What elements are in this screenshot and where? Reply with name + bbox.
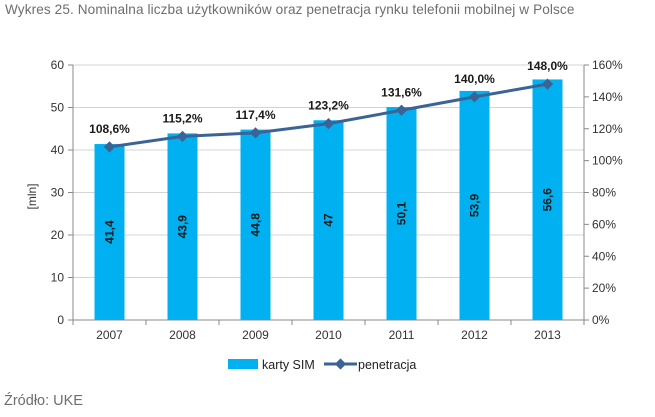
bar (240, 129, 271, 320)
bar (167, 133, 198, 320)
right-tick-label: 120% (592, 122, 623, 136)
x-tick-label: 2012 (461, 328, 488, 342)
x-tick-label: 2007 (96, 328, 123, 342)
bar (386, 107, 417, 320)
left-tick-label: 60 (51, 58, 65, 72)
x-tick-label: 2011 (389, 328, 415, 342)
penetration-value-label: 131,6% (381, 85, 422, 99)
bar-value-label: 41,4 (103, 220, 117, 244)
left-tick-label: 50 (51, 101, 65, 115)
left-tick-label: 30 (51, 186, 65, 200)
x-tick-label: 2013 (534, 328, 561, 342)
penetration-value-label: 117,4% (235, 108, 275, 122)
penetration-value-label: 115,2% (162, 111, 202, 125)
right-tick-label: 80% (592, 186, 616, 200)
axes: 0 10 20 30 40 50 60 0% 20% 40% 60% 80% 100% 120% 140% 1… (25, 58, 623, 342)
source-note: Źródło: UKE (4, 393, 83, 409)
left-tick-label: 10 (51, 271, 65, 285)
legend-line-label: penetracja (358, 358, 416, 372)
legend-bar-label: karty SIM (262, 358, 315, 372)
penetration-value-label: 108,6% (89, 122, 130, 136)
left-tick-label: 0 (57, 313, 64, 327)
legend: karty SIM penetracja (228, 358, 416, 372)
bars (94, 79, 563, 320)
bar (532, 79, 563, 320)
bar-value-label: 50,1 (395, 202, 409, 226)
right-tick-label: 20% (592, 281, 616, 295)
bar-value-label: 44,8 (249, 213, 263, 237)
bar-value-label: 53,9 (468, 193, 482, 217)
x-tick-label: 2008 (169, 328, 196, 342)
right-tick-label: 140% (592, 90, 623, 104)
chart-title: Wykres 25. Nominalna liczba użytkowników… (5, 2, 575, 17)
bar (313, 120, 344, 320)
right-tick-label: 160% (592, 58, 623, 72)
bar (459, 90, 490, 320)
bar (94, 144, 125, 320)
x-tick-label: 2010 (315, 328, 342, 342)
penetration-value-label: 148,0% (527, 59, 568, 73)
bar-value-label: 56,6 (541, 188, 555, 212)
right-tick-label: 100% (592, 154, 623, 168)
data-labels: 41,4 43,9 44,8 47 50,1 53,9 56,6 108,6% 115,2% 11… (89, 59, 568, 244)
penetration-value-label: 123,2% (308, 99, 349, 113)
right-tick-label: 60% (592, 217, 616, 231)
bar-value-label: 43,9 (176, 215, 190, 239)
penetration-marker (249, 127, 262, 139)
right-tick-label: 0% (592, 313, 610, 327)
right-tick-label: 40% (592, 249, 616, 263)
left-tick-label: 20 (51, 228, 65, 242)
legend-bar-swatch (228, 359, 258, 369)
penetration-marker (176, 130, 189, 143)
x-tick-label: 2009 (242, 328, 269, 342)
left-tick-label: 40 (51, 143, 65, 157)
left-axis-title: [mln] (25, 183, 39, 209)
penetration-value-label: 140,0% (454, 72, 495, 86)
legend-line-marker (334, 358, 347, 370)
bar-value-label: 47 (322, 213, 336, 227)
